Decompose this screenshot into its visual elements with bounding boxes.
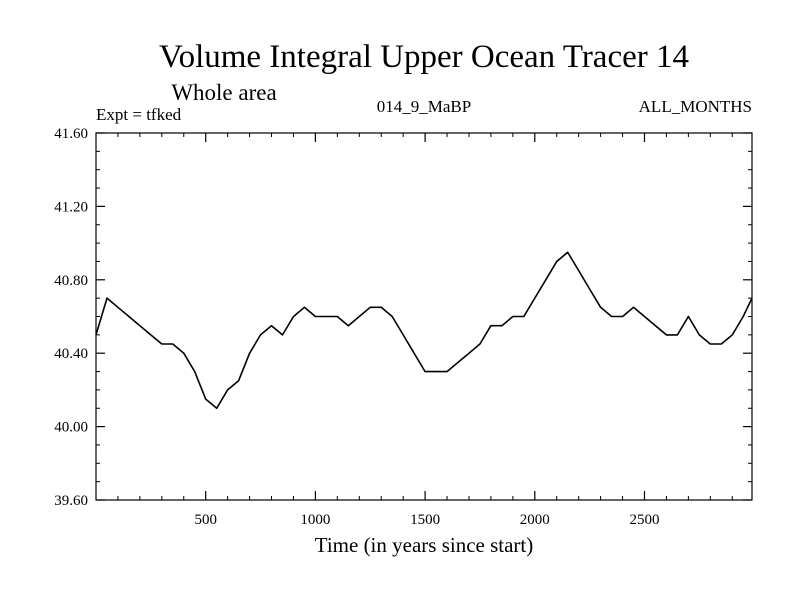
x-axis-label: Time (in years since start)	[315, 533, 534, 557]
x-tick-label: 2500	[629, 512, 659, 528]
x-tick-label: 1500	[410, 512, 440, 528]
run-label: 014_9_MaBP	[377, 97, 471, 116]
y-tick-label: 40.00	[54, 420, 88, 436]
series-line-0	[95, 251, 753, 410]
chart-subtitle: Whole area	[171, 80, 276, 105]
plot-frame	[95, 132, 753, 501]
x-tick-label: 1000	[300, 512, 330, 528]
chart-title: Volume Integral Upper Ocean Tracer 14	[159, 39, 689, 75]
y-tick-label: 40.80	[54, 273, 88, 289]
months-label: ALL_MONTHS	[639, 97, 752, 116]
y-tick-label: 39.60	[54, 493, 88, 509]
x-tick-label: 500	[194, 512, 217, 528]
y-tick-label: 41.20	[54, 199, 88, 215]
plot-area: 500 1000 1500 2000 2500 39.60 40.00 40.40 40.80 4…	[54, 126, 753, 528]
experiment-label: Expt = tfked	[96, 105, 182, 124]
y-tick-label: 40.40	[54, 346, 88, 362]
x-tick-label: 2000	[520, 512, 550, 528]
y-tick-label: 41.60	[54, 126, 88, 142]
